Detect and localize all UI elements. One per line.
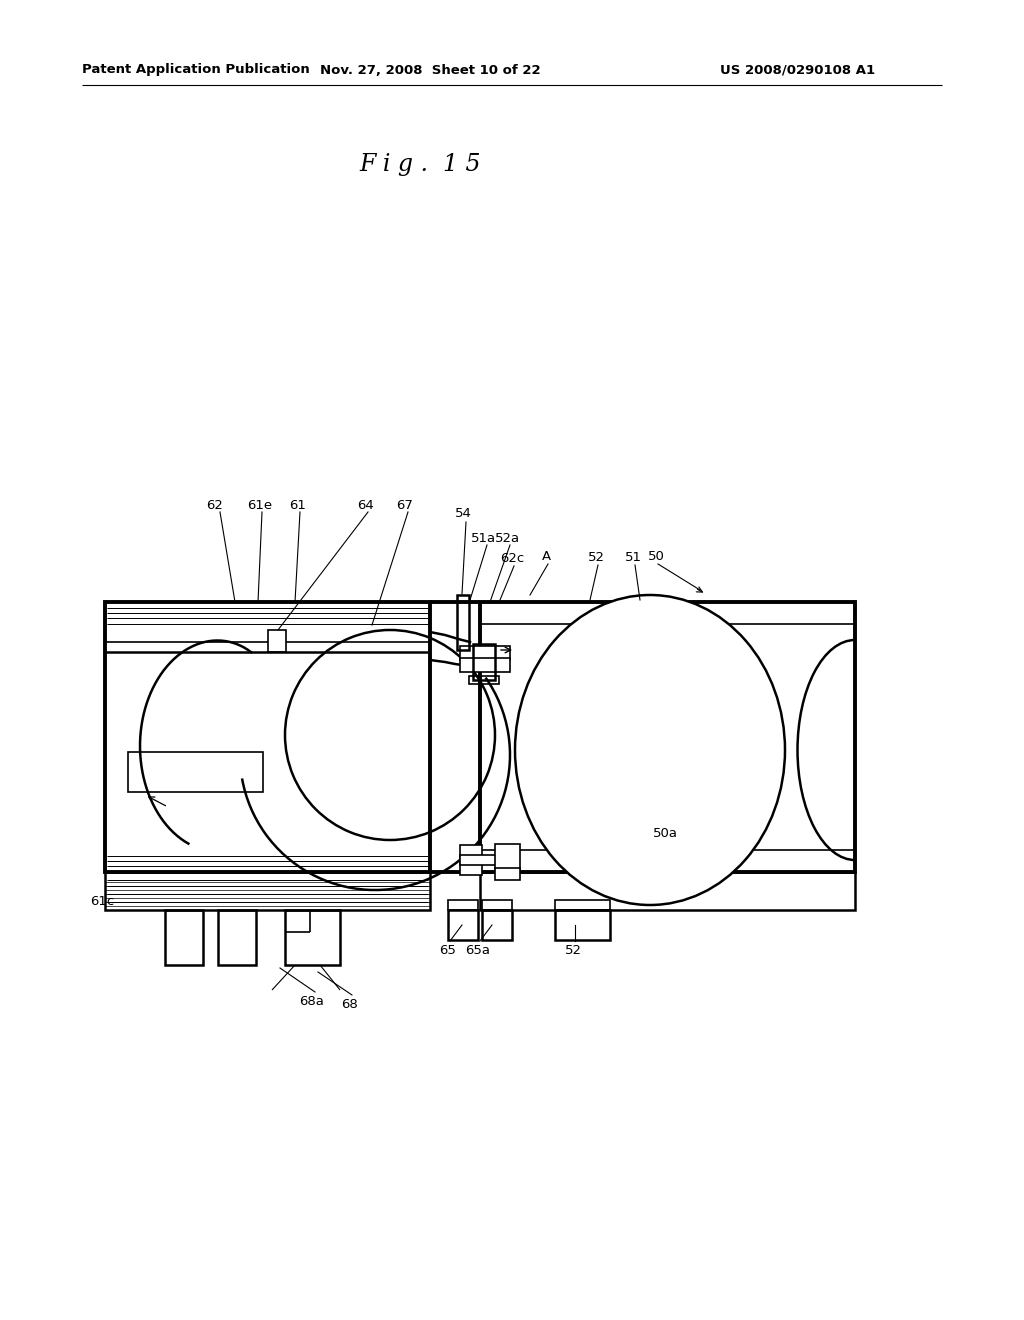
Text: Patent Application Publication: Patent Application Publication (82, 63, 309, 77)
Text: US 2008/0290108 A1: US 2008/0290108 A1 (720, 63, 876, 77)
Bar (480, 873, 855, 909)
Bar (555, 900, 610, 909)
Bar (460, 855, 500, 865)
Text: 67: 67 (396, 499, 414, 512)
Bar (460, 845, 482, 875)
Text: 62: 62 (207, 499, 223, 512)
Bar (480, 602, 855, 873)
Bar (457, 595, 469, 649)
Bar (165, 909, 203, 965)
Bar (285, 909, 340, 965)
Bar (495, 843, 520, 873)
Bar (218, 909, 256, 965)
Text: 52: 52 (588, 550, 604, 564)
Bar (495, 869, 520, 880)
Bar (482, 909, 512, 940)
Text: F i g .  1 5: F i g . 1 5 (359, 153, 480, 177)
Text: 62c: 62c (500, 552, 524, 565)
Bar (473, 644, 495, 680)
Bar (555, 909, 610, 940)
Bar (105, 602, 430, 873)
Text: 68: 68 (342, 998, 358, 1011)
Bar (105, 873, 430, 909)
Text: 50: 50 (647, 550, 665, 564)
Text: 65: 65 (439, 944, 457, 957)
Text: Nov. 27, 2008  Sheet 10 of 22: Nov. 27, 2008 Sheet 10 of 22 (319, 63, 541, 77)
Text: A: A (542, 550, 551, 564)
Text: 61c: 61c (90, 895, 115, 908)
Text: 61e: 61e (248, 499, 272, 512)
Text: 54: 54 (455, 507, 471, 520)
Bar (268, 630, 286, 652)
Text: 52a: 52a (496, 532, 520, 545)
Bar (128, 752, 263, 792)
Text: 64: 64 (356, 499, 374, 512)
Ellipse shape (515, 595, 785, 906)
Bar (460, 657, 510, 672)
Bar (482, 900, 512, 909)
Text: 51: 51 (625, 550, 641, 564)
Bar (469, 676, 499, 684)
Text: 50a: 50a (652, 828, 678, 840)
Text: 51a: 51a (471, 532, 497, 545)
Text: 65a: 65a (466, 944, 490, 957)
Text: 61: 61 (290, 499, 306, 512)
Bar (449, 909, 478, 940)
Text: 52: 52 (564, 944, 582, 957)
Bar (449, 900, 478, 909)
Text: 68a: 68a (300, 995, 325, 1008)
Bar (460, 645, 510, 660)
